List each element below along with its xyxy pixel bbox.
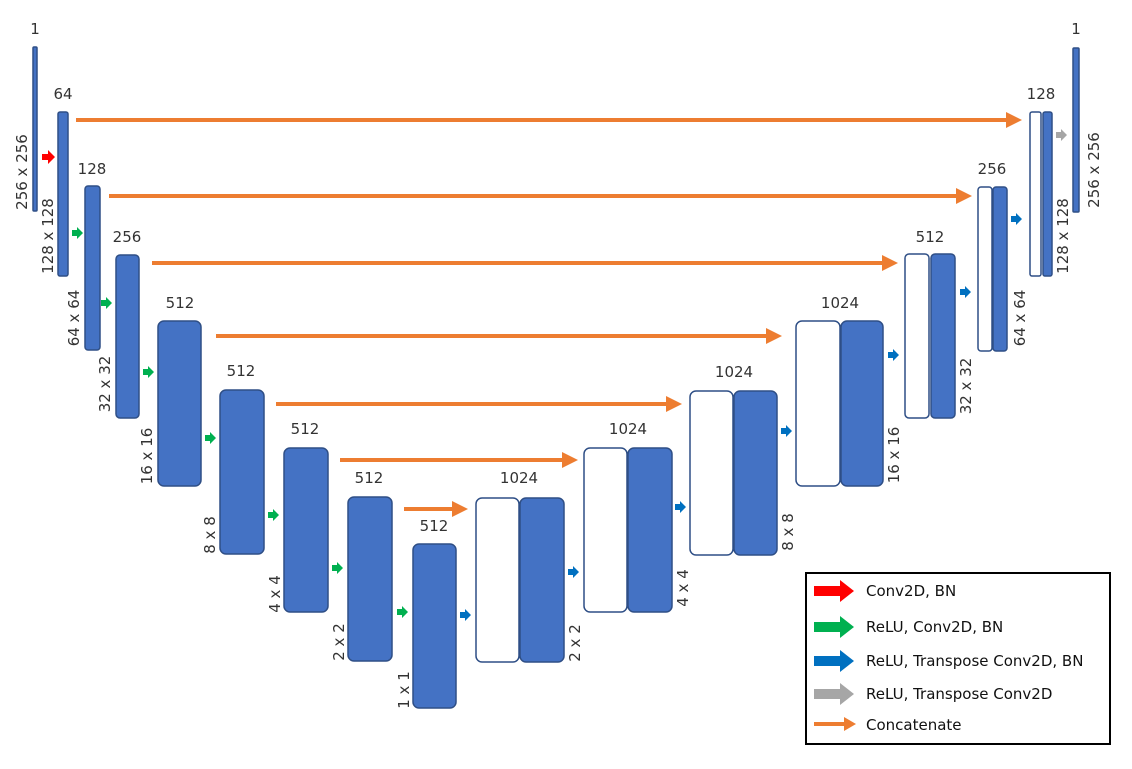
encoder-block-2 bbox=[57, 111, 69, 277]
decoder-block-5 bbox=[930, 253, 956, 419]
legend-label-relu-tconv-bn: ReLU, Transpose Conv2D, BN bbox=[866, 652, 1083, 670]
decoder-channel-label-4: 1024 bbox=[821, 294, 859, 312]
encoder-block-8 bbox=[347, 496, 393, 662]
decoder-block-4 bbox=[840, 320, 884, 487]
red-arrow-icon bbox=[814, 580, 854, 602]
blue-arrow-icon bbox=[814, 650, 854, 672]
blue-arrow-icon bbox=[960, 286, 971, 298]
encoder-channel-label-5: 512 bbox=[166, 294, 195, 312]
encoder-size-label-2: 128 x 128 bbox=[39, 198, 57, 274]
encoder-block-6 bbox=[219, 389, 265, 555]
decoder-size-label-8: 256 x 256 bbox=[1085, 132, 1103, 208]
encoder-size-label-3: 64 x 64 bbox=[65, 290, 83, 347]
encoder-size-label-1: 256 x 256 bbox=[13, 134, 31, 210]
encoder-block-1 bbox=[32, 46, 38, 212]
green-arrow-icon bbox=[814, 616, 854, 638]
orange-arrow-icon bbox=[814, 717, 856, 731]
decoder-skip-block-3 bbox=[689, 390, 734, 556]
green-arrow-icon bbox=[72, 227, 83, 239]
output-block bbox=[1072, 47, 1080, 213]
encoder-channel-label-3: 128 bbox=[78, 160, 107, 178]
decoder-block-6 bbox=[992, 186, 1008, 352]
encoder-block-4 bbox=[115, 254, 140, 419]
encoder-channel-label-2: 64 bbox=[53, 85, 72, 103]
blue-arrow-icon bbox=[1011, 213, 1022, 225]
blue-arrow-icon bbox=[460, 609, 471, 621]
encoder-channel-label-8: 512 bbox=[355, 469, 384, 487]
decoder-size-label-4: 16 x 16 bbox=[885, 427, 903, 484]
decoder-channel-label-8: 1 bbox=[1071, 20, 1081, 38]
green-arrow-icon bbox=[101, 297, 112, 309]
encoder-block-3 bbox=[84, 185, 101, 351]
encoder-channel-label-4: 256 bbox=[113, 228, 142, 246]
decoder-size-label-7: 128 x 128 bbox=[1054, 198, 1072, 274]
decoder-size-label-2: 4 x 4 bbox=[674, 569, 692, 607]
legend-label-concatenate: Concatenate bbox=[866, 716, 962, 734]
gray-arrow-icon bbox=[814, 683, 854, 705]
decoder-skip-block-4 bbox=[795, 320, 841, 487]
encoder-size-label-6: 8 x 8 bbox=[201, 516, 219, 554]
gray-arrow-icon bbox=[1056, 129, 1067, 141]
red-arrow-icon bbox=[42, 150, 55, 164]
blue-arrow-icon bbox=[568, 566, 579, 578]
blue-arrow-icon bbox=[675, 501, 686, 513]
decoder-size-label-6: 64 x 64 bbox=[1011, 290, 1029, 347]
encoder-size-label-8: 2 x 2 bbox=[330, 623, 348, 661]
decoder-size-label-5: 32 x 32 bbox=[957, 358, 975, 415]
decoder-skip-block-2 bbox=[583, 447, 628, 613]
encoder-channel-label-6: 512 bbox=[227, 362, 256, 380]
decoder-skip-block-5 bbox=[904, 253, 930, 419]
encoder-channel-label-7: 512 bbox=[291, 420, 320, 438]
legend: Conv2D, BN ReLU, Conv2D, BN ReLU, Transp… bbox=[805, 572, 1111, 745]
decoder-size-label-3: 8 x 8 bbox=[779, 513, 797, 551]
decoder-skip-block-7 bbox=[1029, 111, 1042, 277]
legend-label-relu-tconv: ReLU, Transpose Conv2D bbox=[866, 685, 1052, 703]
encoder-size-label-9: 1 x 1 bbox=[395, 671, 413, 709]
decoder-block-1 bbox=[519, 497, 565, 663]
encoder-block-5 bbox=[157, 320, 202, 487]
green-arrow-icon bbox=[143, 366, 154, 378]
legend-label-relu-conv-bn: ReLU, Conv2D, BN bbox=[866, 618, 1003, 636]
decoder-block-2 bbox=[627, 447, 673, 613]
decoder-size-label-1: 2 x 2 bbox=[566, 624, 584, 662]
decoder-block-7 bbox=[1042, 111, 1053, 277]
decoder-block-3 bbox=[733, 390, 778, 556]
encoder-channel-label-1: 1 bbox=[30, 20, 40, 38]
green-arrow-icon bbox=[332, 562, 343, 574]
blue-arrow-icon bbox=[888, 349, 899, 361]
encoder-size-label-7: 4 x 4 bbox=[266, 575, 284, 613]
encoder-block-7 bbox=[283, 447, 329, 613]
decoder-channel-label-3: 1024 bbox=[715, 363, 753, 381]
encoder-size-label-5: 16 x 16 bbox=[138, 428, 156, 485]
decoder-skip-block-1 bbox=[475, 497, 520, 663]
decoder-channel-label-1: 1024 bbox=[500, 469, 538, 487]
green-arrow-icon bbox=[397, 606, 408, 618]
legend-box bbox=[805, 572, 1111, 745]
legend-label-conv-bn: Conv2D, BN bbox=[866, 582, 956, 600]
decoder-channel-label-7: 128 bbox=[1027, 85, 1056, 103]
green-arrow-icon bbox=[268, 509, 279, 521]
encoder-block-9 bbox=[412, 543, 457, 709]
encoder-channel-label-9: 512 bbox=[420, 517, 449, 535]
decoder-channel-label-2: 1024 bbox=[609, 420, 647, 438]
green-arrow-icon bbox=[205, 432, 216, 444]
decoder-channel-label-5: 512 bbox=[916, 228, 945, 246]
blue-arrow-icon bbox=[781, 425, 792, 437]
encoder-size-label-4: 32 x 32 bbox=[96, 356, 114, 413]
decoder-channel-label-6: 256 bbox=[978, 160, 1007, 178]
decoder-skip-block-6 bbox=[977, 186, 993, 352]
